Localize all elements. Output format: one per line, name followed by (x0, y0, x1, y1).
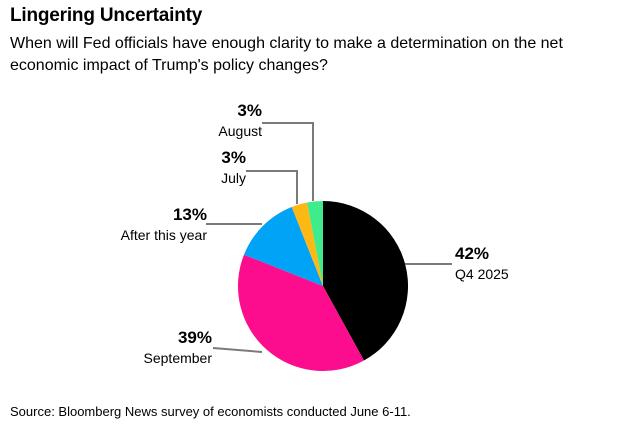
callout-after-this-year-value: 13% (172, 205, 207, 224)
pie-slice-july (291, 202, 323, 286)
callout-after-this-year: 13% After this year (121, 205, 207, 243)
callout-july: 3% July (221, 148, 246, 186)
leader-line-september (212, 347, 263, 353)
callout-q4-2025-label: Q4 2025 (455, 265, 509, 282)
callout-august-value: 3% (237, 101, 262, 120)
callout-september-label: September (143, 349, 212, 366)
pie-slice-september (237, 254, 364, 372)
callout-q4-2025: 42% Q4 2025 (455, 244, 509, 282)
callout-after-this-year-label: After this year (120, 226, 207, 243)
pie-slice-august (307, 201, 323, 286)
callout-september-value: 39% (177, 328, 212, 347)
callout-q4-2025-value: 42% (455, 244, 490, 263)
source-note: Source: Bloomberg News survey of economi… (10, 404, 411, 419)
pie-slice-after-this-year (243, 206, 323, 286)
callout-august-label: August (218, 122, 262, 139)
leader-line-august (262, 122, 314, 201)
pie-chart-svg (206, 122, 452, 372)
leader-line-july (246, 170, 298, 204)
leader-lines-group (206, 122, 452, 353)
pie-chart-area: 3% August 3% July 13% After this year 42… (0, 95, 641, 395)
callout-september: 39% September (144, 328, 212, 366)
callout-august: 3% August (218, 101, 262, 139)
pie-slices-group (237, 201, 409, 372)
callout-july-value: 3% (221, 148, 246, 167)
chart-subtitle: When will Fed officials have enough clar… (10, 35, 563, 74)
chart-title: Lingering Uncertainty (10, 5, 203, 26)
pie-slice-q4-2025 (323, 201, 409, 361)
callout-july-label: July (221, 169, 246, 186)
